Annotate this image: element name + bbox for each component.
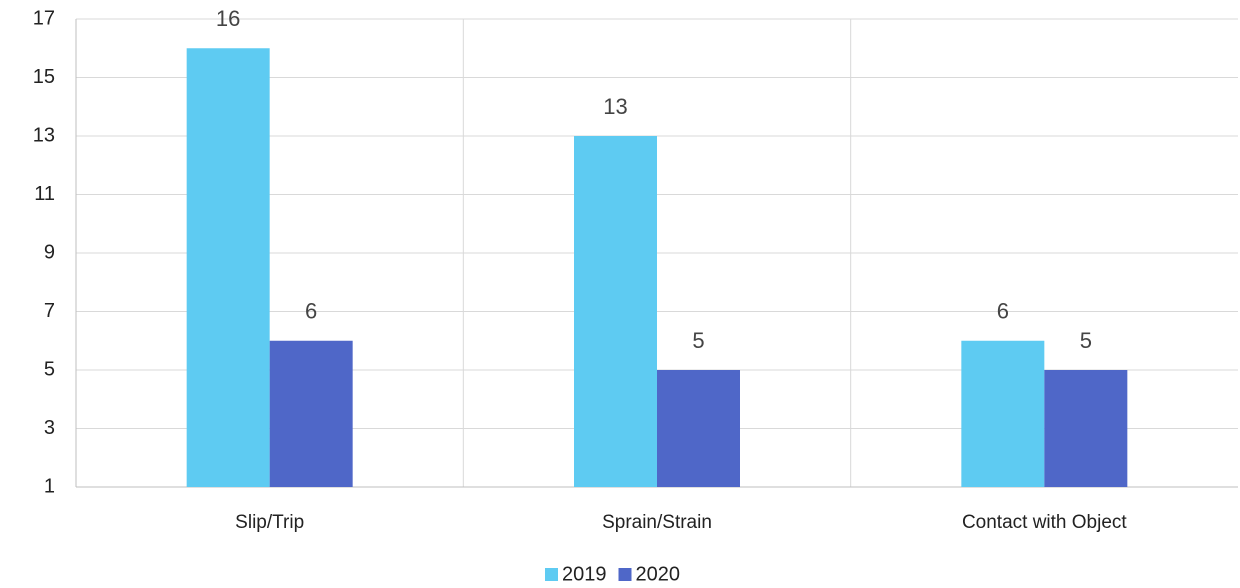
- bar: [574, 136, 657, 487]
- bar: [186, 48, 270, 487]
- y-tick-label: 13: [33, 124, 55, 146]
- x-tick-label: Sprain/Strain: [602, 512, 712, 533]
- y-tick-label: 5: [44, 358, 55, 380]
- bar: [1044, 370, 1128, 487]
- bar: [961, 340, 1045, 487]
- y-tick-label: 15: [33, 66, 55, 88]
- bar: [657, 370, 740, 487]
- data-label: 6: [997, 299, 1009, 324]
- bar: [269, 340, 353, 487]
- y-tick-label: 9: [44, 241, 55, 263]
- legend-label: 2020: [636, 563, 681, 585]
- data-label: 6: [305, 299, 317, 324]
- legend-label: 2019: [562, 563, 607, 585]
- y-tick-label: 17: [33, 7, 55, 29]
- y-tick-label: 1: [44, 475, 55, 497]
- data-label: 5: [1080, 328, 1092, 353]
- y-tick-label: 7: [44, 300, 55, 322]
- legend-swatch: [545, 568, 558, 581]
- x-tick-label: Slip/Trip: [235, 512, 304, 533]
- legend-swatch: [618, 568, 632, 581]
- y-tick-label: 11: [34, 183, 55, 205]
- data-label: 16: [216, 6, 240, 31]
- data-label: 13: [603, 94, 627, 119]
- x-tick-label: Contact with Object: [962, 512, 1127, 533]
- y-tick-label: 3: [44, 417, 55, 439]
- data-label: 5: [692, 328, 704, 353]
